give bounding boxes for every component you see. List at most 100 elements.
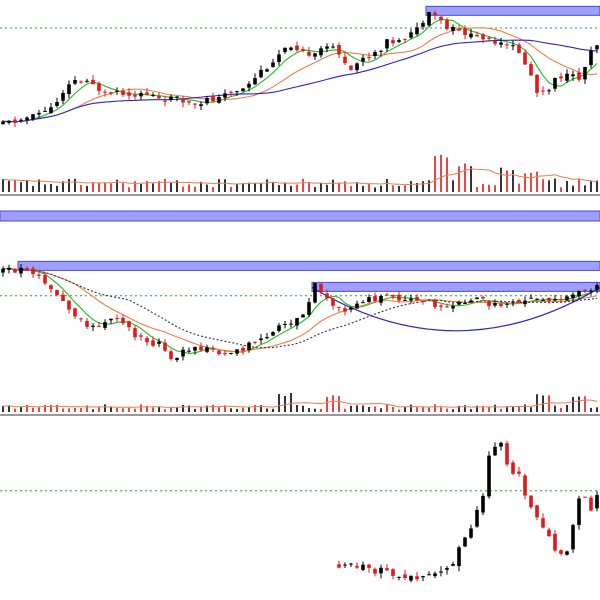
candle-down [79,81,83,83]
candle-up [421,576,425,578]
candle-up [427,574,431,576]
candle-down [109,92,113,94]
candle-up [577,498,581,525]
candle-up [55,102,59,106]
candle-up [73,80,77,84]
candle-up [475,297,479,300]
candle-down [511,462,515,474]
candle-up [565,73,569,81]
candle-up [361,564,365,570]
candle-up [511,45,515,47]
candle-up [277,54,281,63]
candle-down [373,568,377,574]
candle-up [553,299,557,301]
candle-up [115,90,119,92]
candle-up [349,307,353,310]
candle-up [43,110,47,112]
candle-up [481,495,485,513]
candle-down [445,20,449,30]
candle-up [1,121,5,125]
candle-down [127,321,131,328]
candle-down [535,75,539,93]
candle-down [13,119,17,123]
candle-down [337,306,341,308]
candle-down [337,564,341,568]
candle-down [403,38,407,40]
candle-up [271,62,275,67]
candle-down [151,340,155,346]
candle-down [523,52,527,65]
candle-down [157,96,161,99]
candle-down [427,299,431,302]
candle-up [85,80,89,82]
candle-up [103,322,107,328]
candle-down [421,300,425,302]
candle-down [127,92,131,96]
candle-down [97,325,101,327]
candle-down [373,296,377,302]
candle-up [595,285,599,291]
candle-down [559,76,563,79]
candle-down [211,347,215,350]
candle-up [283,323,287,325]
candle-down [499,304,503,307]
candle-up [571,74,575,77]
candle-down [529,495,533,508]
candle-up [499,442,503,447]
candle-down [547,297,551,301]
moving-average-slow [2,39,598,123]
candle-up [541,299,545,301]
candle-up [469,528,473,538]
candle-down [121,90,125,95]
candle-up [265,337,269,339]
candle-up [433,573,437,577]
candle-down [49,285,53,290]
candle-up [7,121,11,123]
candle-down [37,274,41,276]
candle-up [253,78,257,85]
candle-up [265,69,269,72]
candle-up [421,22,425,27]
candle-down [391,40,395,44]
candle-up [67,84,71,94]
candle-up [277,325,281,331]
candle-down [529,64,533,76]
candle-up [397,40,401,42]
moving-average-dotted [2,267,598,349]
candle-up [595,45,599,50]
candle-down [307,51,311,56]
candle-up [139,92,143,97]
candle-down [541,90,545,92]
candle-up [7,267,11,270]
candle-up [175,357,179,360]
candle-down [355,565,359,568]
candle-down [433,300,437,308]
candle-down [31,268,35,275]
candle-down [121,317,125,324]
bottom-price-panel [0,440,600,583]
candle-up [187,350,191,352]
candle-down [79,318,83,320]
candle-up [469,300,473,303]
candle-up [361,57,365,62]
candle-up [223,93,227,98]
candle-down [163,100,167,102]
candle-down [217,350,221,354]
candle-up [37,112,41,115]
moving-average-fast [2,18,598,123]
candle-up [451,27,455,31]
candle-up [313,53,317,57]
candle-down [589,497,593,511]
candle-up [193,346,197,351]
candle-down [349,65,353,70]
candle-up [91,325,95,327]
candle-up [379,567,383,574]
candle-down [61,294,65,301]
candle-up [409,575,413,581]
candle-up [157,341,161,344]
candle-up [475,509,479,527]
candle-up [535,298,539,300]
candle-up [181,349,185,357]
candle-down [319,283,323,293]
candle-down [133,328,137,338]
